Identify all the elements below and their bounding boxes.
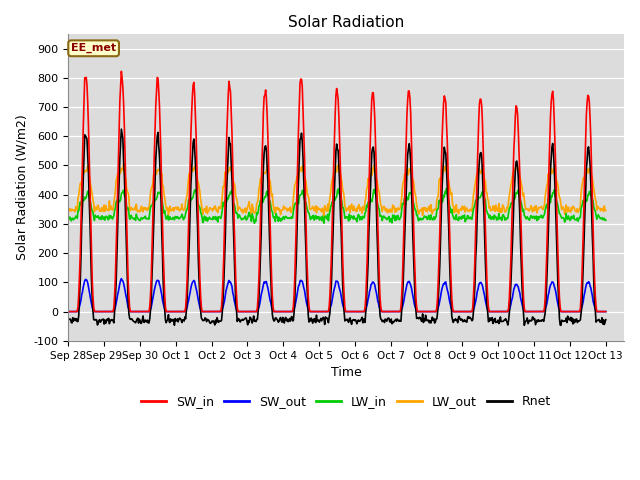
SW_in [130,309,138,314]
SW_out [602,309,610,314]
LW_in [65,215,72,221]
Line: SW_out: SW_out [68,278,606,312]
LW_out [185,175,193,180]
Rnet [130,319,138,324]
LW_out [130,207,138,213]
LW_out [404,172,412,178]
Rnet [403,168,411,174]
LW_in [129,216,137,222]
SW_in [602,309,610,314]
SW_out [130,309,138,314]
SW_in [118,69,125,74]
Rnet [118,126,125,132]
SW_out [74,308,82,314]
Line: SW_in: SW_in [68,72,606,312]
Line: LW_out: LW_out [68,164,606,217]
LW_out [213,207,221,213]
SW_in [185,222,193,228]
Rnet [185,257,193,263]
LW_out [74,195,82,201]
SW_out [213,309,221,314]
Rnet [602,317,610,323]
Rnet [213,315,221,321]
Title: Solar Radiation: Solar Radiation [288,15,404,30]
Y-axis label: Solar Radiation (W/m2): Solar Radiation (W/m2) [15,115,28,260]
SW_in [403,112,411,118]
LW_out [602,208,610,214]
SW_out [65,309,72,314]
LW_in [419,216,426,222]
LW_out [65,206,72,212]
LW_in [403,194,411,200]
LW_in [602,217,610,223]
LW_in [251,220,259,226]
LW_out [120,161,127,167]
Rnet [74,319,82,324]
Rnet [419,311,426,317]
LW_in [443,186,451,192]
LW_out [420,205,428,211]
Text: EE_met: EE_met [71,43,116,53]
LW_in [212,217,220,223]
SW_in [65,309,72,314]
Rnet [65,317,72,323]
LW_in [74,208,82,214]
Rnet [557,323,564,328]
SW_in [419,309,426,314]
SW_out [419,309,426,314]
SW_out [403,282,411,288]
SW_in [213,309,221,314]
LW_in [184,203,192,209]
Legend: SW_in, SW_out, LW_in, LW_out, Rnet: SW_in, SW_out, LW_in, LW_out, Rnet [136,390,556,413]
LW_out [320,215,328,220]
Line: LW_in: LW_in [68,189,606,223]
X-axis label: Time: Time [331,366,362,379]
SW_out [118,276,125,281]
Line: Rnet: Rnet [68,129,606,325]
SW_out [185,298,193,303]
SW_in [74,304,82,310]
